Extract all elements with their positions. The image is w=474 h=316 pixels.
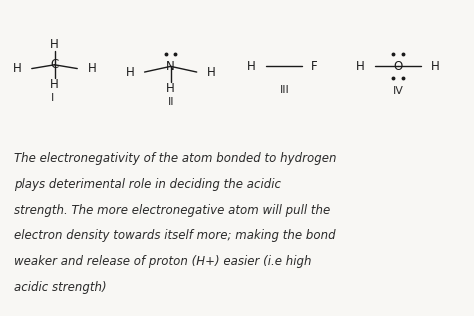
Text: H: H (50, 38, 59, 51)
Text: F: F (311, 60, 318, 73)
Text: II: II (167, 97, 174, 107)
Text: H: H (431, 60, 440, 73)
Text: H: H (207, 65, 216, 79)
Text: The electronegativity of the atom bonded to hydrogen: The electronegativity of the atom bonded… (14, 152, 337, 165)
Text: H: H (50, 78, 59, 91)
Text: H: H (88, 62, 96, 75)
Text: O: O (393, 60, 403, 73)
Text: weaker and release of proton (H+) easier (i.e high: weaker and release of proton (H+) easier… (14, 255, 312, 268)
Text: H: H (126, 65, 134, 79)
Text: I: I (51, 93, 54, 103)
Text: electron density towards itself more; making the bond: electron density towards itself more; ma… (14, 229, 336, 242)
Text: plays deterimental role in deciding the acidic: plays deterimental role in deciding the … (14, 178, 281, 191)
Text: H: H (247, 60, 256, 73)
Text: H: H (13, 62, 21, 75)
Text: acidic strength): acidic strength) (14, 281, 107, 294)
Text: IV: IV (393, 86, 403, 96)
Text: III: III (280, 85, 289, 95)
Text: C: C (50, 58, 59, 71)
Text: N: N (166, 60, 175, 73)
Text: H: H (356, 60, 365, 73)
Text: strength. The more electronegative atom will pull the: strength. The more electronegative atom … (14, 204, 330, 216)
Text: H: H (166, 82, 175, 95)
